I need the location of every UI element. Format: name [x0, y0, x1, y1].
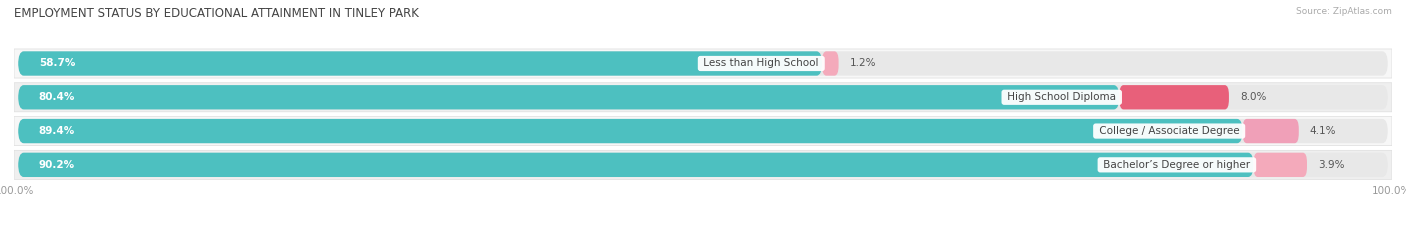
- FancyBboxPatch shape: [14, 83, 1392, 112]
- Text: 3.9%: 3.9%: [1317, 160, 1344, 170]
- FancyBboxPatch shape: [18, 51, 823, 76]
- Text: High School Diploma: High School Diploma: [1004, 92, 1119, 102]
- Text: Source: ZipAtlas.com: Source: ZipAtlas.com: [1296, 7, 1392, 16]
- FancyBboxPatch shape: [18, 85, 1388, 110]
- Text: 80.4%: 80.4%: [39, 92, 76, 102]
- Text: 4.1%: 4.1%: [1310, 126, 1336, 136]
- Text: 58.7%: 58.7%: [39, 58, 76, 69]
- Text: EMPLOYMENT STATUS BY EDUCATIONAL ATTAINMENT IN TINLEY PARK: EMPLOYMENT STATUS BY EDUCATIONAL ATTAINM…: [14, 7, 419, 20]
- Text: 89.4%: 89.4%: [39, 126, 75, 136]
- FancyBboxPatch shape: [1254, 153, 1308, 177]
- FancyBboxPatch shape: [14, 150, 1392, 179]
- Text: 8.0%: 8.0%: [1240, 92, 1267, 102]
- FancyBboxPatch shape: [14, 49, 1392, 78]
- Text: Bachelor’s Degree or higher: Bachelor’s Degree or higher: [1101, 160, 1254, 170]
- Text: 1.2%: 1.2%: [849, 58, 876, 69]
- Text: 90.2%: 90.2%: [39, 160, 75, 170]
- FancyBboxPatch shape: [18, 153, 1388, 177]
- Text: College / Associate Degree: College / Associate Degree: [1095, 126, 1243, 136]
- Text: Less than High School: Less than High School: [700, 58, 823, 69]
- FancyBboxPatch shape: [1119, 85, 1229, 110]
- FancyBboxPatch shape: [1243, 119, 1299, 143]
- FancyBboxPatch shape: [18, 119, 1388, 143]
- FancyBboxPatch shape: [14, 116, 1392, 146]
- FancyBboxPatch shape: [18, 153, 1254, 177]
- FancyBboxPatch shape: [18, 51, 1388, 76]
- FancyBboxPatch shape: [823, 51, 838, 76]
- FancyBboxPatch shape: [18, 119, 1243, 143]
- FancyBboxPatch shape: [18, 85, 1119, 110]
